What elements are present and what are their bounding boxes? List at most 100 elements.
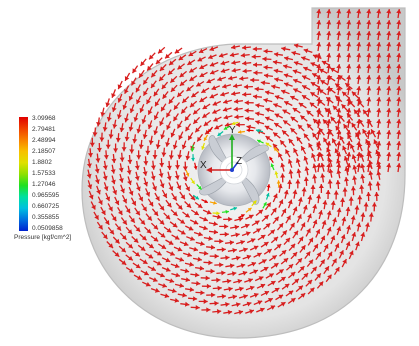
flow-arrow-head (283, 73, 289, 78)
flow-arrow-head (133, 238, 139, 243)
flow-arrow-head (132, 68, 137, 74)
flow-arrow-head (318, 184, 324, 188)
flow-arrow-head (196, 82, 202, 87)
flow-arrow-head (386, 53, 392, 58)
flow-arrow-head (293, 230, 298, 236)
flow-arrow-head (316, 141, 322, 146)
flow-arrow-head (274, 52, 279, 57)
flow-arrow-head (320, 80, 326, 85)
flow-arrow-head (278, 269, 284, 274)
flow-arrow-head (188, 135, 193, 141)
flow-arrow-head (294, 278, 299, 284)
flow-arrow-head (318, 128, 324, 133)
flow-arrow-head (234, 224, 239, 230)
flow-arrow-head (96, 189, 101, 195)
flow-arrow-head (375, 149, 380, 155)
flow-arrow-head (106, 116, 112, 122)
flow-arrow-head (263, 215, 269, 220)
flow-arrow-head (341, 216, 347, 222)
flow-arrow-head (259, 307, 265, 313)
flow-arrow-head (320, 259, 325, 265)
flow-arrow-head (338, 114, 344, 120)
flow-arrow-head (238, 216, 244, 222)
flow-arrow-head (206, 209, 212, 215)
flow-arrow-head (162, 283, 167, 288)
flow-arrow-head (336, 152, 342, 157)
flow-arrow-head (96, 122, 101, 127)
flow-arrow-head (242, 91, 247, 97)
legend-value: 3.09968 (32, 115, 56, 122)
flow-arrow-head (396, 20, 402, 25)
flow-arrow-head (278, 223, 284, 228)
legend-value: 1.27046 (32, 181, 56, 188)
flow-arrow-head (131, 80, 136, 86)
flow-arrow-head (336, 226, 342, 232)
flow-arrow-head (168, 186, 174, 191)
flow-arrow-head (242, 270, 248, 276)
flow-arrow-head (118, 178, 124, 183)
flow-arrow-head (179, 81, 185, 86)
flow-arrow-head (192, 296, 198, 302)
flow-arrow-head (366, 163, 372, 168)
flow-arrow-head (231, 67, 237, 73)
flow-arrow-head (336, 163, 342, 168)
flow-arrow-head (313, 118, 318, 124)
flow-arrow-head (360, 232, 366, 237)
flow-arrow-head (231, 271, 237, 277)
flow-arrow-head (125, 208, 131, 214)
flow-arrow-head (326, 9, 332, 14)
flow-arrow-head (262, 56, 267, 62)
flow-arrow-head (308, 237, 313, 243)
flow-arrow-head (240, 52, 246, 58)
flow-arrow-head (312, 219, 318, 225)
flow-arrow-head (312, 174, 318, 179)
flow-arrow-head (232, 294, 237, 300)
flow-arrow-head (225, 302, 230, 307)
flow-arrow-head (143, 79, 148, 85)
flow-arrow-head (172, 144, 178, 150)
flow-arrow-head (326, 141, 332, 146)
flow-arrow-head (245, 116, 250, 122)
flow-arrow-head (235, 122, 240, 128)
flow-arrow-head (235, 232, 240, 238)
flow-arrow-head (128, 190, 134, 196)
flow-arrow-head (173, 116, 178, 122)
flow-arrow-head (197, 256, 202, 262)
flow-arrow-head (211, 85, 217, 91)
flow-arrow-head (92, 132, 98, 137)
flow-arrow-head (376, 64, 382, 69)
flow-arrow-head (300, 245, 306, 251)
flow-arrow-head (100, 112, 106, 117)
flow-arrow-head (258, 276, 264, 281)
flow-arrow-head (220, 91, 225, 97)
flow-arrow-head (250, 77, 255, 83)
flow-arrow-head (334, 148, 340, 154)
flow-arrow-head (255, 111, 260, 117)
flow-arrow-head (216, 277, 221, 283)
flow-arrow-head (257, 139, 261, 144)
flow-arrow-head (166, 202, 172, 208)
flow-arrow-head (316, 86, 322, 91)
flow-arrow-head (111, 216, 117, 222)
flow-arrow-head (190, 102, 195, 108)
flow-arrow-head (366, 64, 372, 69)
flow-arrow-head (346, 53, 352, 58)
flow-arrow-head (326, 119, 332, 124)
flow-arrow-head (301, 56, 306, 61)
flow-arrow-head (108, 206, 113, 212)
flow-arrow-head (154, 287, 160, 293)
flow-arrow-head (330, 200, 336, 206)
flow-arrow-head (386, 163, 392, 168)
flow-arrow-head (231, 44, 236, 50)
flow-arrow-head (87, 184, 93, 189)
flow-arrow-head (335, 83, 340, 89)
flow-arrow-head (165, 53, 170, 59)
flow-arrow-head (356, 31, 362, 36)
flow-arrow-head (281, 46, 286, 52)
legend-value: 1.8802 (32, 159, 52, 166)
flow-arrow-head (133, 117, 139, 122)
flow-arrow-head (86, 173, 92, 179)
flow-arrow-head (266, 249, 272, 254)
flow-arrow-head (149, 54, 154, 60)
